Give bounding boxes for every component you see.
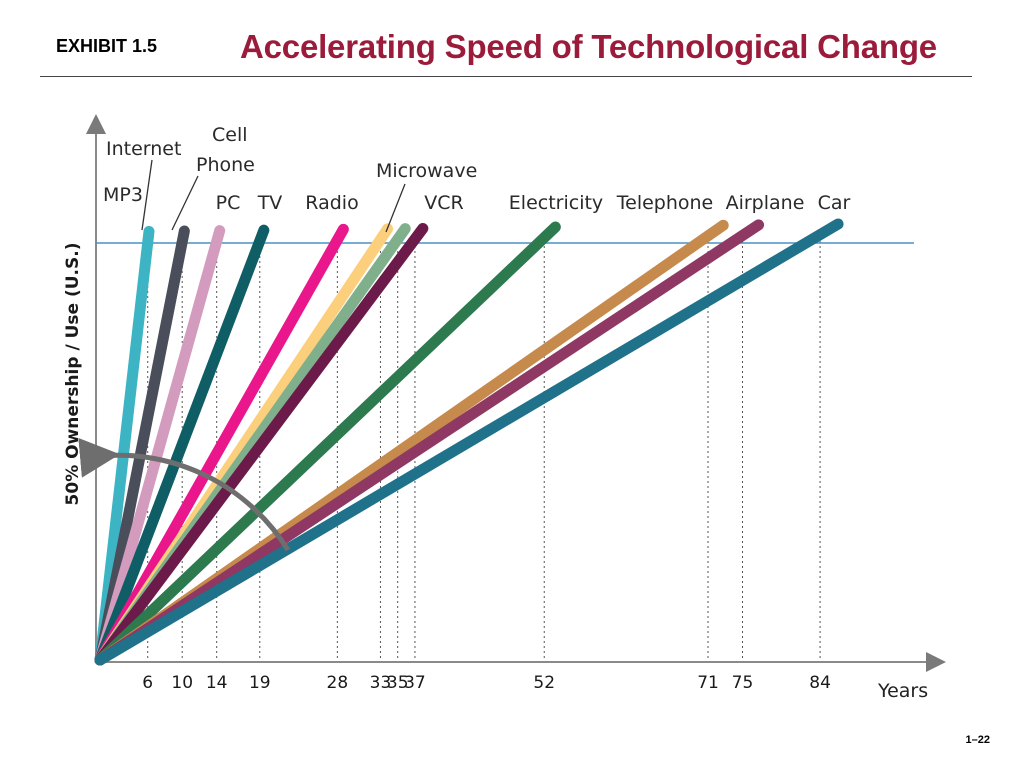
series-line-cell-phone bbox=[94, 225, 226, 666]
acceleration-arc-arrow bbox=[78, 437, 291, 552]
exhibit-label: EXHIBIT 1.5 bbox=[56, 36, 158, 56]
series-label-tv: TV bbox=[257, 192, 283, 214]
x-tick-71: 71 bbox=[697, 673, 719, 693]
series-label-telephone: Telephone bbox=[616, 192, 714, 214]
page-title: Accelerating Speed of Technological Chan… bbox=[240, 28, 937, 65]
y-axis-label: 50% Ownership / Use (U.S.) bbox=[63, 243, 83, 506]
series-label-pc: PC bbox=[216, 192, 241, 214]
series-line-tv bbox=[94, 223, 349, 666]
microwave-leader-line bbox=[385, 183, 406, 233]
series-label-airplane: Airplane bbox=[726, 192, 805, 214]
series-label-vcr: VCR bbox=[424, 192, 463, 214]
series-label-car: Car bbox=[818, 192, 851, 214]
x-tick-28: 28 bbox=[327, 673, 349, 693]
internet-leader-line bbox=[141, 159, 153, 231]
x-tick-10: 10 bbox=[171, 673, 193, 693]
series-line-pc bbox=[94, 224, 270, 666]
cell-phone-leader-line bbox=[171, 175, 199, 231]
x-tick-52: 52 bbox=[533, 673, 555, 693]
x-tick-14: 14 bbox=[206, 673, 228, 693]
x-tick-19: 19 bbox=[249, 673, 271, 693]
x-tick-35: 35 bbox=[387, 673, 409, 693]
series-label-mp3: MP3 bbox=[103, 184, 143, 206]
x-tick-37: 37 bbox=[404, 673, 426, 693]
series-line-airplane bbox=[94, 219, 765, 666]
x-tick-33: 33 bbox=[370, 673, 392, 693]
page-number: 1–22 bbox=[965, 734, 990, 746]
series-label-radio: Radio bbox=[305, 192, 358, 214]
x-tick-6: 6 bbox=[142, 673, 153, 693]
series-label-cell-phone: Cell Phone bbox=[196, 124, 255, 176]
x-axis-label: Years bbox=[877, 680, 928, 702]
series-label-electricity: Electricity bbox=[509, 192, 603, 214]
header-divider bbox=[40, 76, 972, 77]
series-label-internet: Internet bbox=[106, 138, 181, 160]
series-line-electricity bbox=[94, 221, 561, 666]
series-line-mp3 bbox=[94, 225, 155, 666]
series-label-microwave: Microwave bbox=[376, 160, 477, 182]
x-tick-75: 75 bbox=[732, 673, 754, 693]
series-line-vcr bbox=[94, 222, 429, 666]
series-line-car bbox=[94, 218, 844, 666]
x-tick-84: 84 bbox=[809, 673, 831, 693]
series-line-internet bbox=[94, 225, 190, 666]
